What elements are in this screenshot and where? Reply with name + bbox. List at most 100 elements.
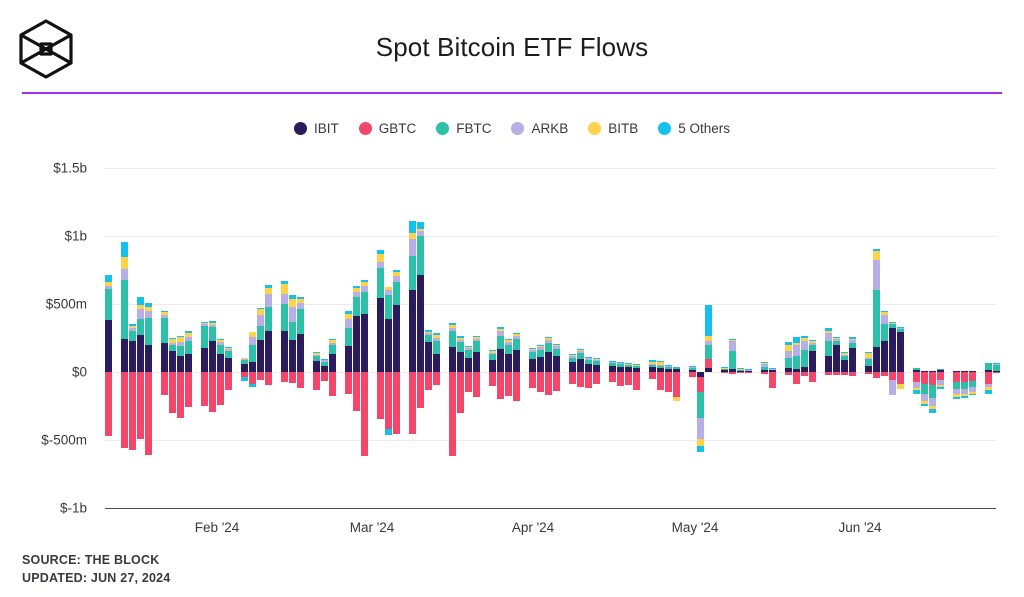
bar-column[interactable] [649,168,656,508]
bar-column[interactable] [937,168,944,508]
bar-column[interactable] [553,168,560,508]
bar-column[interactable] [721,168,728,508]
bar-column[interactable] [209,168,216,508]
bar-column[interactable] [689,168,696,508]
bar-column[interactable] [705,168,712,508]
bar-column[interactable] [129,168,136,508]
bar-column[interactable] [889,168,896,508]
bar-column[interactable] [537,168,544,508]
bar-column[interactable] [249,168,256,508]
bar-column[interactable] [969,168,976,508]
bar-column[interactable] [881,168,888,508]
bar-column[interactable] [105,168,112,508]
legend-item-bitb[interactable]: BITB [588,121,638,136]
legend-item-ibit[interactable]: IBIT [293,121,339,136]
bar-column[interactable] [841,168,848,508]
bar-column[interactable] [257,168,264,508]
bar-column[interactable] [585,168,592,508]
bar-column[interactable] [281,168,288,508]
bar-column[interactable] [137,168,144,508]
bar-column[interactable] [409,168,416,508]
bar-segment-ibit [721,369,728,372]
bar-column[interactable] [825,168,832,508]
bar-column[interactable] [313,168,320,508]
bar-column[interactable] [497,168,504,508]
bar-column[interactable] [225,168,232,508]
bar-column[interactable] [145,168,152,508]
bar-column[interactable] [353,168,360,508]
bar-column[interactable] [673,168,680,508]
bar-segment-gbtc [801,372,808,377]
bar-column[interactable] [265,168,272,508]
bar-column[interactable] [985,168,992,508]
bar-segment-gbtc [577,372,584,387]
bar-column[interactable] [121,168,128,508]
bar-column[interactable] [625,168,632,508]
bar-column[interactable] [433,168,440,508]
bar-column[interactable] [329,168,336,508]
bar-column[interactable] [393,168,400,508]
bar-column[interactable] [593,168,600,508]
bar-column[interactable] [425,168,432,508]
bar-column[interactable] [769,168,776,508]
bar-column[interactable] [865,168,872,508]
bar-column[interactable] [633,168,640,508]
bar-column[interactable] [177,168,184,508]
bar-column[interactable] [577,168,584,508]
bar-column[interactable] [473,168,480,508]
bar-column[interactable] [385,168,392,508]
bar-column[interactable] [545,168,552,508]
bar-column[interactable] [185,168,192,508]
bar-column[interactable] [729,168,736,508]
bar-column[interactable] [697,168,704,508]
bar-column[interactable] [289,168,296,508]
bar-column[interactable] [993,168,1000,508]
bar-column[interactable] [921,168,928,508]
bar-column[interactable] [297,168,304,508]
bar-column[interactable] [169,168,176,508]
bar-column[interactable] [737,168,744,508]
bar-column[interactable] [321,168,328,508]
bar-column[interactable] [849,168,856,508]
bar-column[interactable] [161,168,168,508]
bar-column[interactable] [377,168,384,508]
bar-column[interactable] [417,168,424,508]
bar-column[interactable] [761,168,768,508]
bar-column[interactable] [489,168,496,508]
bar-column[interactable] [217,168,224,508]
bar-column[interactable] [657,168,664,508]
bar-column[interactable] [929,168,936,508]
bar-column[interactable] [913,168,920,508]
bar-column[interactable] [745,168,752,508]
legend-item-arkb[interactable]: ARKB [511,121,568,136]
bar-column[interactable] [513,168,520,508]
legend-item-gbtc[interactable]: GBTC [358,121,416,136]
bar-column[interactable] [897,168,904,508]
bar-segment-ibit [937,370,944,372]
bar-column[interactable] [665,168,672,508]
bar-column[interactable] [449,168,456,508]
chart-legend: IBIT GBTC FBTC ARKB BITB 5 Others [0,121,1024,136]
bar-column[interactable] [953,168,960,508]
bar-column[interactable] [569,168,576,508]
bar-column[interactable] [609,168,616,508]
bar-segment-gbtc [161,372,168,396]
bar-column[interactable] [873,168,880,508]
bar-column[interactable] [801,168,808,508]
bar-column[interactable] [457,168,464,508]
bar-column[interactable] [785,168,792,508]
bar-column[interactable] [201,168,208,508]
bar-column[interactable] [505,168,512,508]
bar-column[interactable] [617,168,624,508]
bar-column[interactable] [961,168,968,508]
bar-column[interactable] [345,168,352,508]
bar-column[interactable] [361,168,368,508]
bar-column[interactable] [241,168,248,508]
bar-column[interactable] [833,168,840,508]
bar-column[interactable] [465,168,472,508]
bar-column[interactable] [529,168,536,508]
bar-column[interactable] [793,168,800,508]
legend-item-fbtc[interactable]: FBTC [436,121,491,136]
bar-column[interactable] [809,168,816,508]
legend-item-5-others[interactable]: 5 Others [658,121,730,136]
